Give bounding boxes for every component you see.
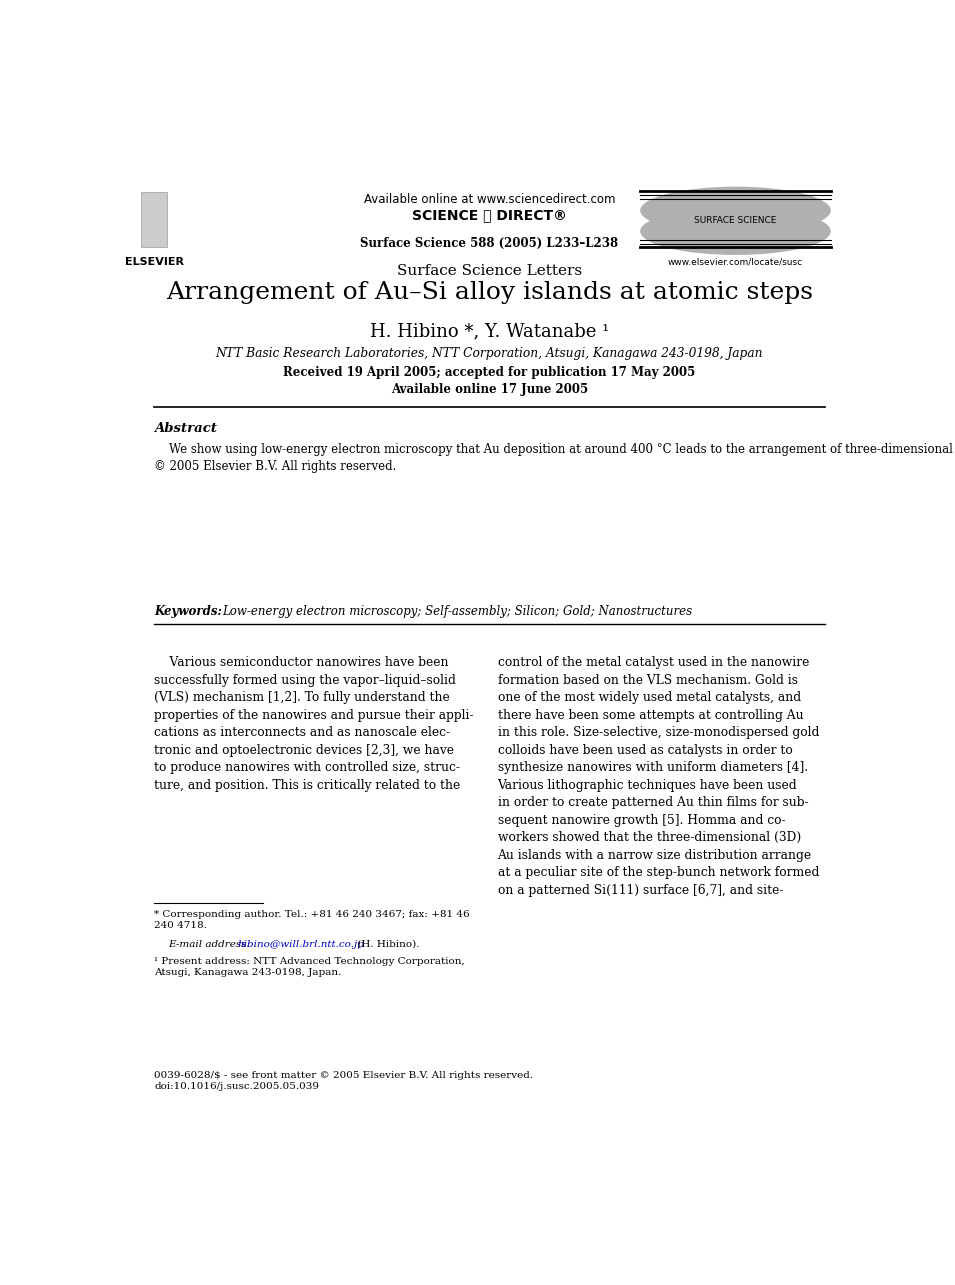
Text: Low-energy electron microscopy; Self-assembly; Silicon; Gold; Nanostructures: Low-energy electron microscopy; Self-ass… bbox=[222, 605, 691, 618]
Text: We show using low-energy electron microscopy that Au deposition at around 400 °C: We show using low-energy electron micros… bbox=[155, 443, 955, 473]
Text: Surface Science Letters: Surface Science Letters bbox=[397, 263, 582, 278]
Text: SCIENCE ⓓ DIRECT®: SCIENCE ⓓ DIRECT® bbox=[412, 208, 567, 222]
Text: (H. Hibino).: (H. Hibino). bbox=[354, 939, 419, 948]
Ellipse shape bbox=[640, 207, 831, 254]
Text: ELSEVIER: ELSEVIER bbox=[125, 257, 183, 266]
Text: E-mail address:: E-mail address: bbox=[168, 939, 250, 948]
Text: Available online 17 June 2005: Available online 17 June 2005 bbox=[391, 383, 588, 396]
Text: www.elsevier.com/locate/susc: www.elsevier.com/locate/susc bbox=[668, 257, 803, 266]
Text: H. Hibino *, Y. Watanabe ¹: H. Hibino *, Y. Watanabe ¹ bbox=[370, 323, 609, 341]
Text: Abstract: Abstract bbox=[155, 423, 217, 436]
Text: Arrangement of Au–Si alloy islands at atomic steps: Arrangement of Au–Si alloy islands at at… bbox=[166, 281, 813, 305]
Text: Various semiconductor nanowires have been
successfully formed using the vapor–li: Various semiconductor nanowires have bee… bbox=[155, 657, 474, 792]
Text: * Corresponding author. Tel.: +81 46 240 3467; fax: +81 46
240 4718.: * Corresponding author. Tel.: +81 46 240… bbox=[155, 910, 470, 930]
Text: Keywords:: Keywords: bbox=[155, 605, 230, 618]
Text: Received 19 April 2005; accepted for publication 17 May 2005: Received 19 April 2005; accepted for pub… bbox=[284, 366, 695, 379]
Text: SURFACE SCIENCE: SURFACE SCIENCE bbox=[694, 216, 776, 225]
Text: NTT Basic Research Laboratories, NTT Corporation, Atsugi, Kanagawa 243-0198, Jap: NTT Basic Research Laboratories, NTT Cor… bbox=[216, 347, 763, 360]
Text: Available online at www.sciencedirect.com: Available online at www.sciencedirect.co… bbox=[364, 193, 615, 206]
Text: control of the metal catalyst used in the nanowire
formation based on the VLS me: control of the metal catalyst used in th… bbox=[498, 657, 819, 897]
Text: ¹ Present address: NTT Advanced Technology Corporation,
Atsugi, Kanagawa 243-019: ¹ Present address: NTT Advanced Technolo… bbox=[155, 956, 465, 977]
Text: Surface Science 588 (2005) L233–L238: Surface Science 588 (2005) L233–L238 bbox=[360, 238, 619, 251]
Bar bbox=[141, 193, 167, 247]
Text: 0039-6028/$ - see front matter © 2005 Elsevier B.V. All rights reserved.
doi:10.: 0039-6028/$ - see front matter © 2005 El… bbox=[155, 1070, 534, 1091]
Text: hibino@will.brl.ntt.co.jp: hibino@will.brl.ntt.co.jp bbox=[238, 939, 365, 948]
Ellipse shape bbox=[640, 186, 831, 234]
